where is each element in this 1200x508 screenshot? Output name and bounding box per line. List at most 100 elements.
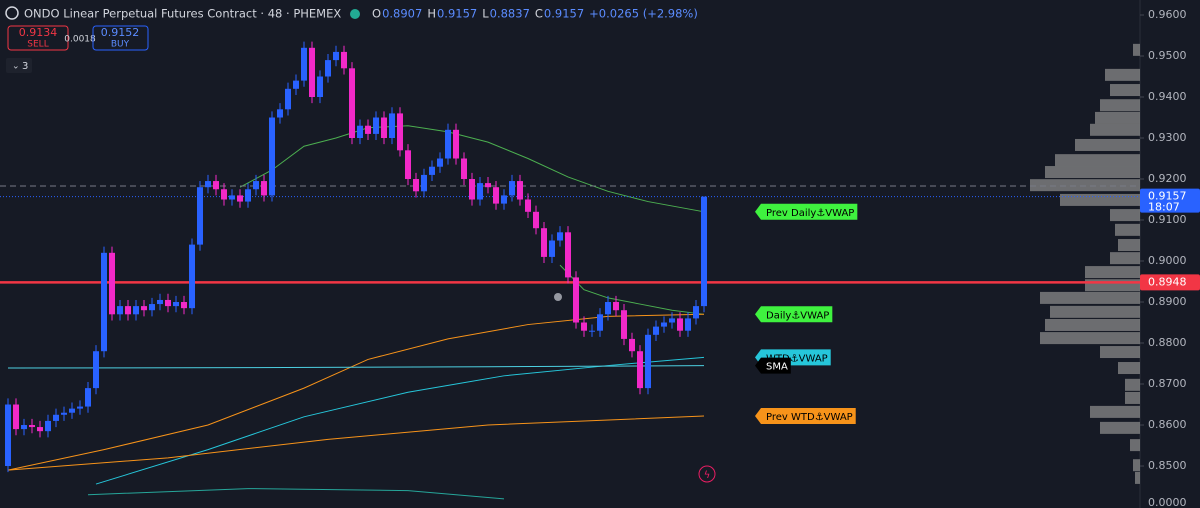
line-label-text: SMA <box>766 362 788 373</box>
buy-button[interactable] <box>92 25 149 51</box>
volume-profile-bar <box>1090 123 1140 136</box>
candle-body <box>661 322 667 327</box>
volume-profile-bar <box>1110 84 1140 97</box>
candle-body <box>205 181 211 188</box>
ohlc-key: H <box>427 7 436 21</box>
volume-profile-bar <box>1105 68 1140 81</box>
candle-body <box>693 306 699 319</box>
indicator-line <box>559 264 705 315</box>
candle-body <box>341 51 347 69</box>
volume-profile-bar <box>1130 439 1140 452</box>
volume-profile-bar <box>1045 318 1140 331</box>
candle-body <box>293 80 299 89</box>
chevron: ⌄ <box>12 62 20 72</box>
candle-body <box>605 302 611 315</box>
sell-button[interactable] <box>7 25 69 51</box>
candle-body <box>277 109 283 118</box>
line-label-tag <box>755 357 791 374</box>
volume-profile-bar <box>1110 252 1140 265</box>
volume-profile-bar <box>1075 138 1140 151</box>
candle-body <box>149 304 155 311</box>
event-icon[interactable] <box>554 293 562 301</box>
candle-body <box>397 113 403 151</box>
candle-body <box>533 211 539 229</box>
candle-body <box>685 318 691 331</box>
candle-body <box>621 310 627 339</box>
candle-body <box>581 322 587 331</box>
candle-body <box>93 351 99 389</box>
volume-profile-bar <box>1100 346 1140 359</box>
candle-body <box>525 199 531 212</box>
candle-body <box>461 158 467 180</box>
price-label-box <box>1140 274 1200 291</box>
volume-profile-bar <box>1100 99 1140 112</box>
y-tick-label: 0.9400 <box>1148 90 1187 103</box>
candle-body <box>573 277 579 323</box>
candle-body <box>565 232 571 278</box>
volume-profile-bar <box>1133 43 1140 56</box>
candle-body <box>389 113 395 139</box>
indicator-toggle[interactable] <box>6 58 32 73</box>
candle-body <box>645 334 651 389</box>
volume-profile-bar <box>1125 378 1140 391</box>
candle-body <box>381 117 387 139</box>
volume-profile-bar <box>1118 239 1140 252</box>
candle-body <box>237 195 243 202</box>
line-label: SMA <box>755 357 791 374</box>
y-tick-label: 0.9500 <box>1148 49 1187 62</box>
event-icon-glyph: ϟ <box>704 470 711 481</box>
candle-body <box>405 150 411 180</box>
status-dot <box>350 9 360 19</box>
volume-profile-bar <box>1030 179 1140 192</box>
header: ONDO Linear Perpetual Futures Contract ·… <box>5 6 698 73</box>
event-icon[interactable] <box>698 465 716 483</box>
candle-body <box>501 195 507 204</box>
ohlc-value: 0.9157 <box>437 7 477 21</box>
line-label: Prev Daily⚓VWAP <box>755 203 858 220</box>
volume-profile-bar <box>1055 154 1140 167</box>
y-tick-label: 0.9300 <box>1148 131 1187 144</box>
symbol-logo <box>5 6 19 20</box>
candle-body <box>181 302 187 309</box>
candle-body <box>421 174 427 192</box>
y-tick-label: 0.9000 <box>1148 254 1187 267</box>
volume-profile-bar <box>1115 223 1140 236</box>
y-tick-label: 0.8600 <box>1148 418 1187 431</box>
candle-body <box>101 252 107 352</box>
candle-body <box>229 195 235 200</box>
volume-profile-bar <box>1085 279 1140 292</box>
volume-profile-bar <box>1045 166 1140 179</box>
spread: 0.0018 <box>64 35 96 45</box>
candle-body <box>125 306 131 315</box>
line-label-tag <box>755 203 858 220</box>
line-label-text: Daily⚓VWAP <box>766 310 829 321</box>
candle-body <box>701 196 707 307</box>
line-label-text: WTD⚓VWAP <box>766 353 828 364</box>
volume-profile-bar <box>1090 405 1140 418</box>
y-tick-label: 0.8900 <box>1148 295 1187 308</box>
buy-price: 0.9152 <box>101 26 140 39</box>
buy-label: BUY <box>111 40 130 50</box>
candle-body <box>517 181 523 200</box>
candle-body <box>349 68 355 139</box>
y-tick-label: 0.9200 <box>1148 172 1187 185</box>
countdown: 18:07 <box>1148 201 1180 214</box>
candle-body <box>485 183 491 188</box>
candle-body <box>541 228 547 257</box>
ohlc-key: O <box>372 7 381 21</box>
volume-profile-bar <box>1085 266 1140 279</box>
candle-body <box>333 51 339 61</box>
price-label: 0.8948 <box>1148 275 1187 288</box>
candle-body <box>589 330 595 332</box>
candle-body <box>253 181 259 190</box>
candle-body <box>557 232 563 241</box>
volume-profile-bar <box>1135 471 1140 484</box>
candle-body <box>109 252 115 315</box>
ohlc-value: 0.8837 <box>490 7 530 21</box>
volume-profile-bar <box>1060 193 1140 206</box>
volume-profile-bar <box>1133 459 1140 472</box>
y-tick-label: 0.8700 <box>1148 377 1187 390</box>
ohlc-key: L <box>482 7 489 21</box>
candle-body <box>37 427 43 432</box>
